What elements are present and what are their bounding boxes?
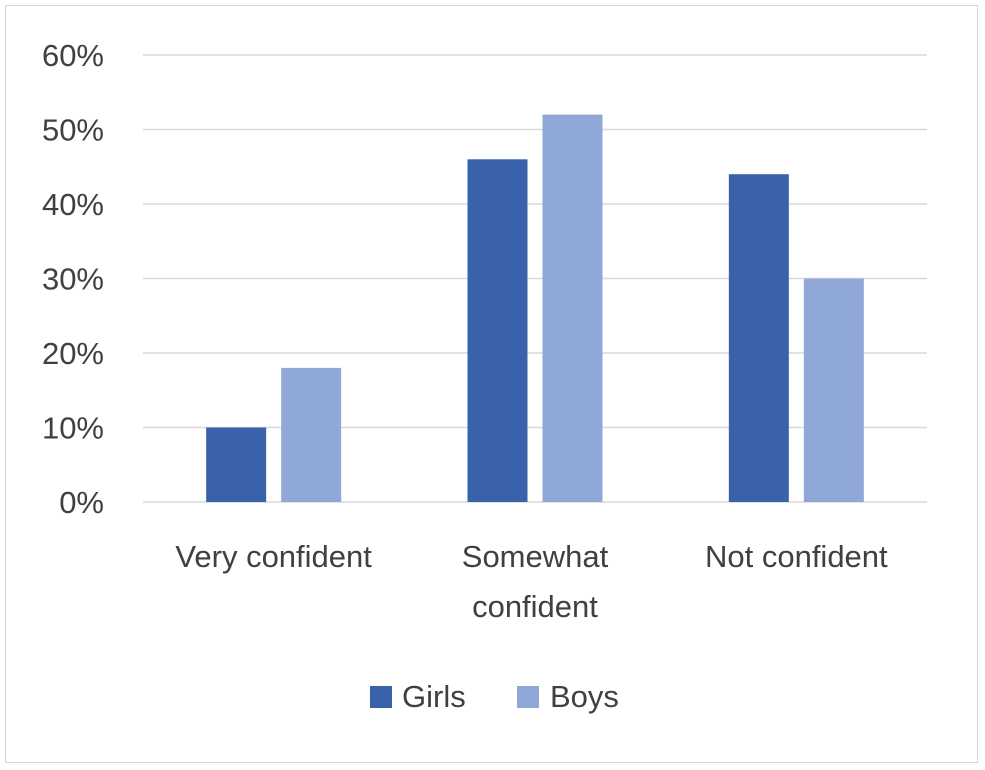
- category-label: Very confident: [175, 539, 372, 574]
- bar-girls-1: [467, 159, 528, 503]
- y-tick-label: 20%: [42, 336, 104, 371]
- y-tick-label: 60%: [42, 38, 104, 73]
- legend-label-boys: Boys: [550, 679, 619, 714]
- y-tick-label: 10%: [42, 411, 104, 446]
- legend-swatch-girls: [370, 686, 392, 708]
- bar-boys-0: [281, 367, 342, 502]
- y-axis-tick-labels: 0% 10% 20% 30% 40% 50% 60%: [42, 38, 104, 520]
- category-label: confident: [472, 589, 598, 624]
- legend-swatch-boys: [517, 686, 539, 708]
- y-tick-label: 0%: [59, 485, 104, 520]
- y-tick-label: 30%: [42, 262, 104, 297]
- bars: [206, 114, 864, 503]
- bar-girls-2: [728, 174, 789, 502]
- bar-boys-2: [803, 278, 864, 502]
- y-tick-label: 40%: [42, 187, 104, 222]
- x-axis-category-labels: Very confident Somewhat confident Not confi…: [175, 539, 888, 624]
- gridlines: [143, 54, 927, 503]
- legend-label-girls: Girls: [402, 679, 466, 714]
- bar-boys-1: [542, 114, 603, 502]
- y-tick-label: 50%: [42, 113, 104, 148]
- bar-girls-0: [206, 427, 267, 502]
- legend: Girls Boys: [370, 679, 619, 714]
- category-label: Somewhat: [462, 539, 609, 574]
- category-label: Not confident: [705, 539, 888, 574]
